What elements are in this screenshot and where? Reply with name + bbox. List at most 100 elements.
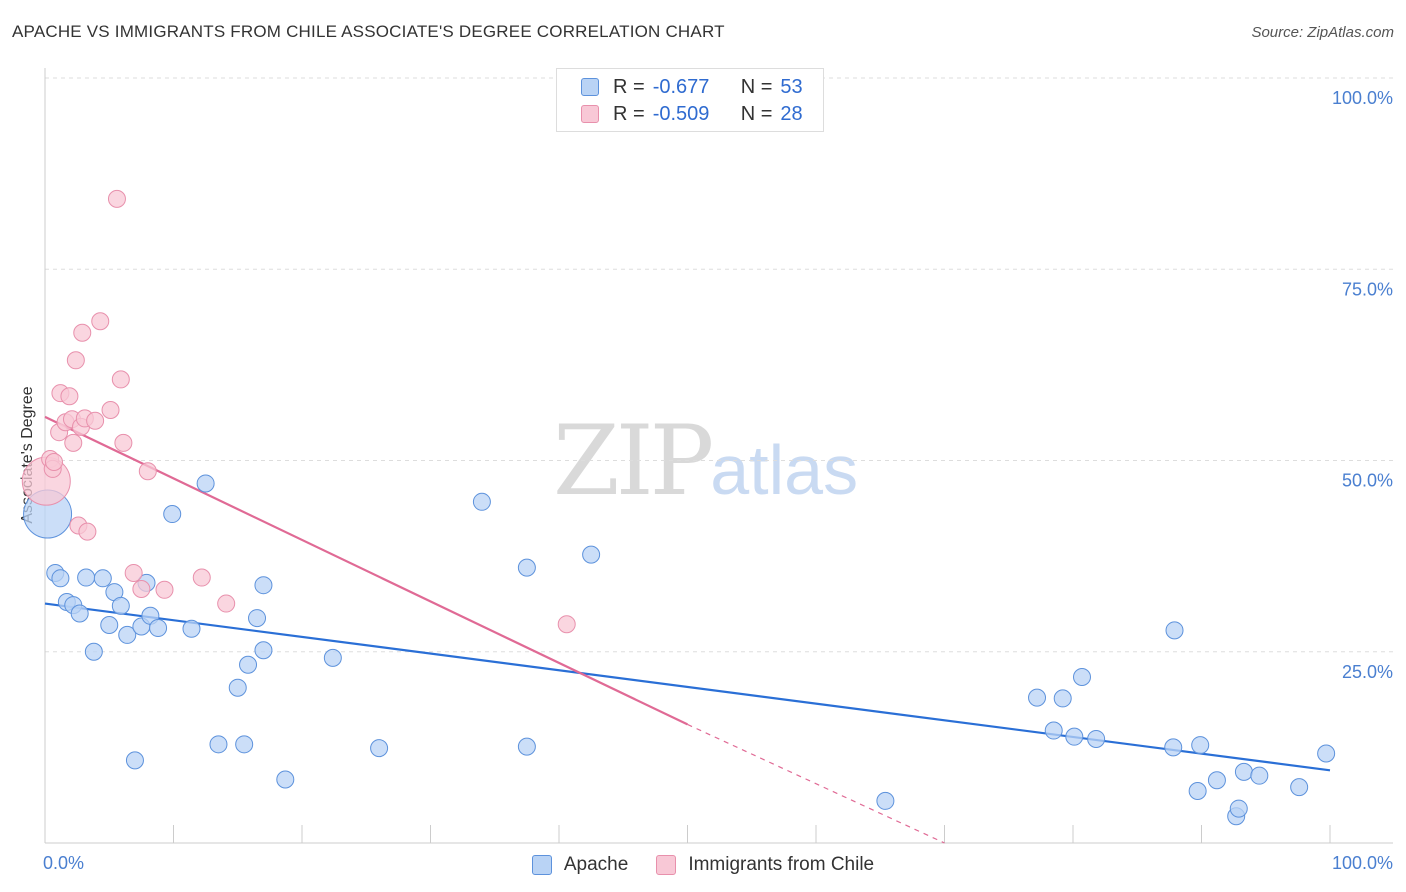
chile-n-label: N = <box>740 102 773 125</box>
legend-row-chile: R = -0.509 N = 28 <box>581 102 803 126</box>
apache-point-8 <box>93 569 112 588</box>
data-points <box>21 189 1336 826</box>
apache-point-43 <box>1165 621 1184 640</box>
chile-point-28 <box>557 615 576 634</box>
apache-point-30 <box>370 739 389 758</box>
gridlines <box>45 77 1393 653</box>
apache-trend-line <box>44 602 1331 772</box>
chile-point-21 <box>114 433 133 452</box>
correlation-legend: R = -0.677 N = 53 R = -0.509 N = 28 <box>556 68 824 132</box>
apache-point-22 <box>228 678 247 697</box>
trend-lines <box>44 415 1331 844</box>
apache-point-6 <box>77 568 96 587</box>
chile-point-7 <box>60 387 79 406</box>
apache-point-5 <box>70 604 89 623</box>
apache-point-17 <box>149 619 168 638</box>
chile-point-24 <box>138 462 157 481</box>
legend-chile-swatch <box>656 855 677 875</box>
apache-point-26 <box>254 641 273 660</box>
apache-point-31 <box>472 492 491 511</box>
chile-point-23 <box>132 580 151 599</box>
apache-point-9 <box>100 615 119 634</box>
apache-point-2 <box>51 569 70 588</box>
chile-point-22 <box>124 563 143 582</box>
apache-point-44 <box>1188 781 1207 800</box>
apache-point-13 <box>125 751 144 770</box>
series-legend: Apache Immigrants from Chile <box>0 852 1406 878</box>
chile-r-value: -0.509 <box>652 102 710 125</box>
tick-labels: 25.0% 50.0% 75.0% 100.0% 0.0% 100.0% <box>43 88 1393 873</box>
axes <box>44 68 1393 844</box>
apache-point-21 <box>209 735 228 754</box>
chile-r-label: R = <box>613 102 645 125</box>
apache-point-37 <box>1044 721 1063 740</box>
apache-point-29 <box>323 648 342 667</box>
chile-point-17 <box>91 312 110 331</box>
source-label: Source: ZipAtlas.com <box>1251 24 1394 41</box>
apache-point-34 <box>582 545 601 564</box>
apache-point-25 <box>248 609 267 628</box>
chile-trend-line-extension <box>687 723 945 844</box>
apache-point-50 <box>1250 766 1269 785</box>
chile-point-15 <box>78 522 97 541</box>
apache-point-12 <box>118 625 137 644</box>
x-tick-label-max: 100.0% <box>1332 853 1393 873</box>
apache-point-52 <box>1317 744 1336 763</box>
apache-point-46 <box>1207 771 1226 790</box>
apache-point-24 <box>239 655 258 674</box>
y-tick-label-50: 50.0% <box>1342 471 1393 491</box>
chile-point-18 <box>101 401 120 420</box>
apache-point-48 <box>1229 799 1248 818</box>
chile-point-10 <box>66 351 85 370</box>
apache-point-11 <box>111 596 130 615</box>
legend-row-apache: R = -0.677 N = 53 <box>581 75 803 99</box>
legend-item-apache: Apache <box>531 854 629 876</box>
legend-apache-swatch <box>531 855 552 875</box>
apache-n-label: N = <box>740 75 773 98</box>
apache-point-27 <box>254 576 273 595</box>
chile-point-20 <box>111 370 130 389</box>
apache-point-35 <box>876 791 895 810</box>
apache-point-38 <box>1053 689 1072 708</box>
apache-point-18 <box>163 505 182 524</box>
apache-point-28 <box>276 770 295 789</box>
y-tick-label-100: 100.0% <box>1332 88 1393 108</box>
apache-point-39 <box>1065 727 1084 746</box>
chile-n-value: 28 <box>780 102 803 125</box>
apache-point-7 <box>84 642 103 661</box>
apache-point-20 <box>196 474 215 493</box>
x-tick-label-min: 0.0% <box>43 853 84 873</box>
apache-swatch <box>581 78 599 96</box>
apache-point-49 <box>1234 762 1253 781</box>
apache-point-45 <box>1191 736 1210 755</box>
apache-point-36 <box>1028 688 1047 707</box>
watermark-atlas: atlas <box>710 431 859 509</box>
apache-point-42 <box>1164 738 1183 757</box>
apache-point-23 <box>235 735 254 754</box>
y-tick-label-25: 25.0% <box>1342 662 1393 682</box>
chile-point-25 <box>155 580 174 599</box>
apache-point-51 <box>1290 778 1309 797</box>
legend-item-chile: Immigrants from Chile <box>656 854 874 876</box>
chart-title: APACHE VS IMMIGRANTS FROM CHILE ASSOCIAT… <box>12 22 725 41</box>
chile-point-26 <box>192 568 211 587</box>
legend-apache-label: Apache <box>563 854 629 875</box>
apache-r-value: -0.677 <box>652 75 710 98</box>
chile-point-19 <box>107 189 126 208</box>
chile-swatch <box>581 105 599 123</box>
apache-point-40 <box>1072 667 1091 686</box>
apache-point-19 <box>182 619 201 638</box>
chile-point-3 <box>44 453 63 472</box>
apache-point-41 <box>1087 729 1106 748</box>
apache-r-label: R = <box>613 75 645 98</box>
chile-point-27 <box>217 594 236 613</box>
legend-chile-label: Immigrants from Chile <box>688 854 875 875</box>
chile-point-16 <box>86 411 105 430</box>
chile-point-13 <box>73 323 92 342</box>
apache-n-value: 53 <box>780 75 803 98</box>
apache-point-33 <box>517 558 536 577</box>
zipatlas-watermark: ZIPatlas <box>553 405 858 517</box>
apache-point-32 <box>517 737 536 756</box>
y-tick-label-75: 75.0% <box>1342 279 1393 299</box>
